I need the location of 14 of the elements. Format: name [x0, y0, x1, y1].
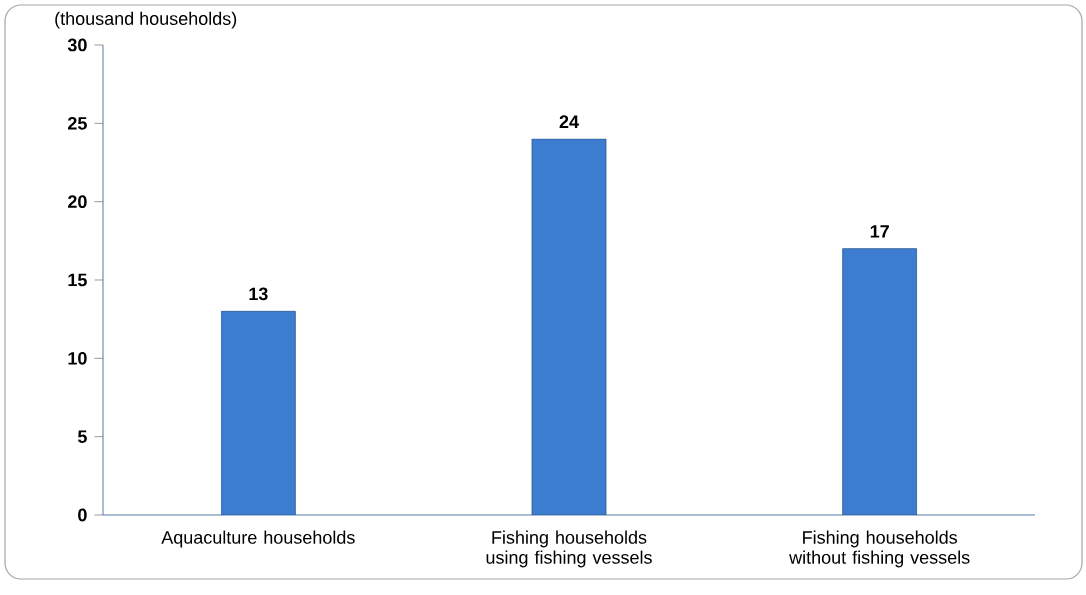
y-tick-label: 5	[77, 430, 87, 443]
y-tick-label: 30	[67, 38, 87, 52]
y-tick-label: 25	[68, 116, 87, 130]
data-label: 13	[249, 287, 268, 301]
y-tick-label: 0	[78, 508, 87, 522]
x-tick-label: Aquaculture households	[161, 530, 355, 548]
data-label: 17	[870, 225, 889, 238]
y-tick-label: 20	[68, 195, 87, 209]
y-tick-label: 10	[68, 351, 87, 365]
x-tick-label: Fishing households using fishing vessels	[486, 530, 652, 568]
y-tick-label: 15	[68, 273, 87, 287]
data-label: 24	[559, 115, 579, 128]
y-axis-title: (thousand households)	[55, 11, 237, 29]
x-tick-label: Fishing households without fishing vessels	[789, 530, 970, 568]
